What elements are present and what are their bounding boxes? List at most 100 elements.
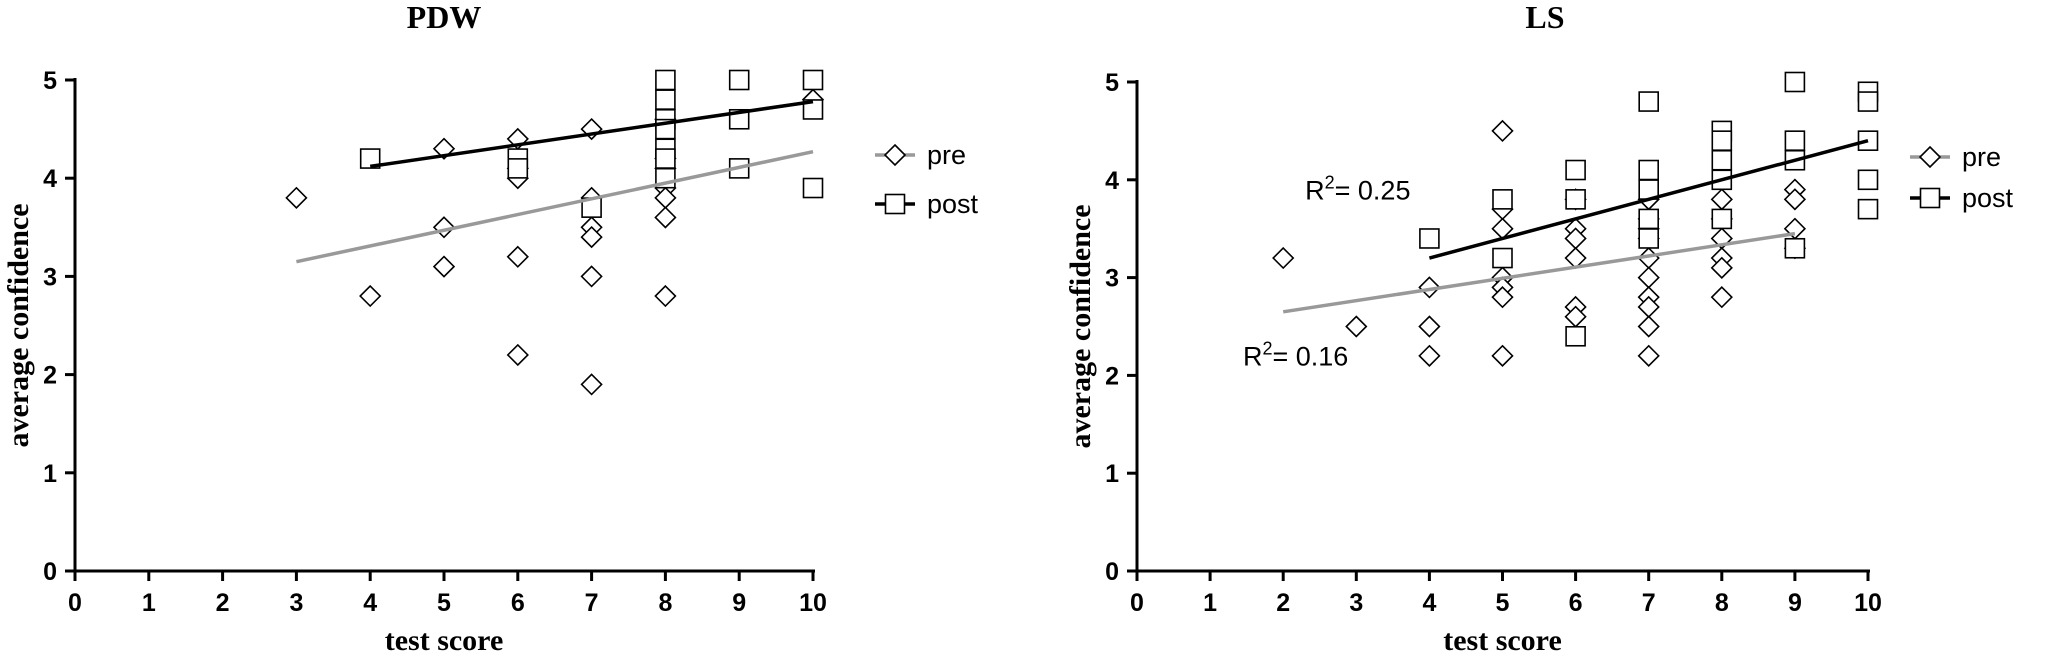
- trend-line-post: [1428, 138, 1869, 260]
- legend-marker-pre: [1918, 145, 1942, 169]
- data-point-post: [1492, 189, 1513, 210]
- legend-marker-post: [1919, 187, 1941, 209]
- data-point-pre: [1418, 344, 1441, 367]
- x-axis-label: test score: [1443, 624, 1562, 657]
- x-tick-label: 3: [1349, 589, 1363, 617]
- data-point-post: [1711, 130, 1733, 151]
- x-tick-label: 2: [1276, 589, 1290, 617]
- x-tick-label: 10: [799, 589, 827, 617]
- trend-line-pre: [296, 149, 814, 264]
- chart-title: PDW: [407, 0, 482, 35]
- data-point-post: [1784, 71, 1806, 93]
- data-point-post: [1784, 130, 1806, 151]
- x-tick-label: 4: [363, 589, 377, 617]
- y-tick-label: 1: [43, 460, 57, 488]
- data-point-post: [655, 89, 676, 110]
- data-point-pre: [1637, 315, 1660, 338]
- x-tick-label: 4: [1422, 589, 1436, 617]
- data-point-post: [1638, 228, 1659, 249]
- data-point-pre: [506, 245, 529, 268]
- data-point-post: [1784, 237, 1806, 259]
- x-tick-label: 6: [1569, 589, 1583, 617]
- x-tick-label: 1: [1203, 589, 1217, 617]
- data-point-post: [507, 158, 529, 179]
- data-point-post: [1565, 189, 1586, 210]
- legend-item-post: post: [875, 189, 979, 219]
- x-tick-label: 8: [658, 589, 672, 617]
- data-point-pre: [1637, 266, 1660, 289]
- legend-marker-post: [884, 193, 906, 215]
- data-point-pre: [580, 265, 603, 288]
- data-point-pre: [1783, 188, 1807, 211]
- y-tick-label: 4: [43, 165, 57, 193]
- data-point-pre: [1345, 315, 1368, 338]
- data-point-post: [802, 177, 824, 199]
- y-axis-label: average confidence: [1064, 204, 1097, 448]
- data-point-post: [728, 69, 750, 91]
- data-point-pre: [1710, 188, 1733, 211]
- y-tick-label: 0: [1105, 558, 1119, 586]
- data-point-post: [1711, 208, 1733, 230]
- x-axis-label: test score: [385, 624, 504, 657]
- y-tick-label: 1: [1105, 460, 1119, 488]
- y-tick-label: 0: [43, 558, 57, 586]
- data-point-pre: [580, 225, 603, 249]
- data-point-post: [1419, 228, 1440, 249]
- y-tick-label: 2: [1105, 362, 1119, 390]
- data-point-pre: [654, 284, 677, 308]
- legend-item-post: post: [1910, 183, 2014, 213]
- data-point-pre: [359, 284, 382, 308]
- data-point-post: [1638, 208, 1659, 230]
- data-point-pre: [1637, 344, 1660, 367]
- data-point-post: [655, 148, 676, 169]
- x-tick-label: 7: [585, 589, 599, 617]
- x-tick-label: 5: [437, 589, 451, 617]
- x-tick-label: 7: [1642, 589, 1656, 617]
- y-tick-label: 2: [43, 362, 57, 390]
- data-point-post: [359, 148, 381, 169]
- r-squared-annotation: R2= 0.16: [1243, 339, 1348, 372]
- data-point-pre: [506, 343, 529, 367]
- legend-label: pre: [927, 140, 966, 170]
- data-point-pre: [654, 206, 677, 229]
- data-point-post: [1565, 159, 1586, 181]
- x-tick-label: 9: [1788, 589, 1802, 617]
- chart-ls: LS 0 1 2 3 4 5 6 7 8 9 10 0 1 2 3 4 5 test score average co…: [1064, 0, 2014, 657]
- series-post: [1419, 71, 1879, 347]
- data-point-pre: [1710, 256, 1733, 279]
- data-point-post: [1857, 169, 1879, 191]
- x-tick-label: 6: [511, 589, 525, 617]
- data-point-pre: [1272, 246, 1295, 270]
- x-tick-label: 10: [1854, 589, 1882, 617]
- data-point-post: [1638, 159, 1659, 181]
- data-point-pre: [1710, 286, 1733, 309]
- legend-label: post: [927, 189, 979, 219]
- data-point-pre: [432, 255, 456, 278]
- data-point-post: [1857, 198, 1879, 220]
- data-point-pre: [1491, 286, 1514, 309]
- x-tick-label: 3: [289, 589, 303, 617]
- data-point-post: [802, 69, 824, 91]
- data-point-pre: [580, 373, 603, 396]
- data-point-post: [802, 99, 824, 120]
- r-squared-annotation: R2= 0.25: [1305, 172, 1410, 205]
- data-point-pre: [1491, 119, 1514, 143]
- x-tick-label: 5: [1496, 589, 1510, 617]
- data-point-pre: [285, 186, 308, 209]
- y-tick-label: 5: [43, 67, 57, 95]
- data-point-post: [1638, 91, 1659, 112]
- x-tick-label: 0: [68, 589, 82, 617]
- x-tick-label: 9: [732, 589, 746, 617]
- x-tick-label: 1: [142, 589, 156, 617]
- data-point-post: [1492, 247, 1513, 269]
- y-tick-label: 5: [1105, 69, 1119, 97]
- legend-label: pre: [1962, 142, 2001, 172]
- data-point-pre: [1418, 276, 1441, 299]
- legend-item-pre: pre: [875, 140, 966, 170]
- data-point-post: [655, 69, 676, 91]
- y-axis-label: average confidence: [2, 203, 35, 447]
- chart-title: LS: [1525, 0, 1564, 35]
- series-pre: [285, 88, 825, 396]
- trend-line-post: [369, 99, 814, 169]
